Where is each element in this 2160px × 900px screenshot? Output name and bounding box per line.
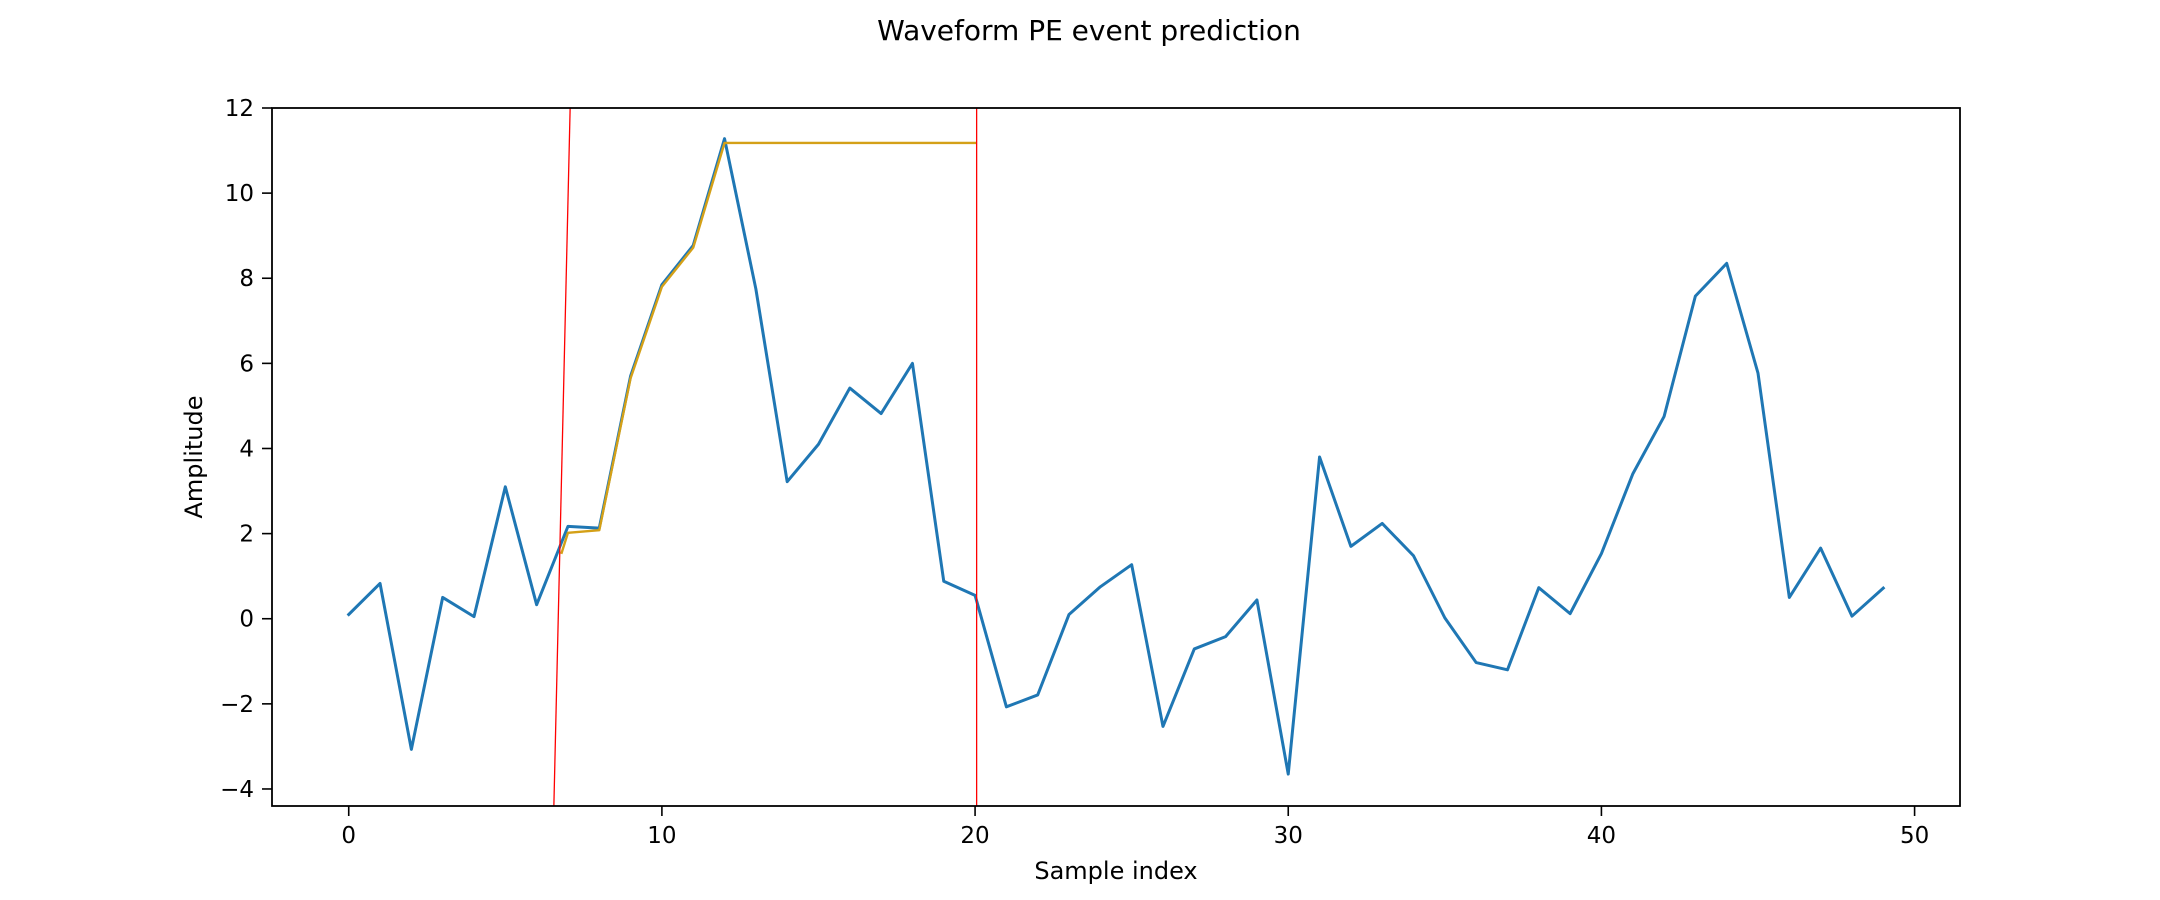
y-tick-label: 4 <box>239 436 254 462</box>
x-tick-label: 30 <box>1274 823 1303 849</box>
x-tick-label: 40 <box>1587 823 1616 849</box>
y-tick-label: 2 <box>239 522 254 548</box>
x-tick-label: 20 <box>960 823 989 849</box>
y-tick-label: −2 <box>220 692 254 718</box>
plot-marks <box>346 107 1886 807</box>
plot-area-frame <box>271 107 1961 807</box>
y-tick-label: 12 <box>225 96 254 122</box>
x-tick-label: 0 <box>341 823 356 849</box>
x-axis: 0 10 20 30 40 50 <box>341 806 1929 849</box>
chart-title: Waveform PE event prediction <box>877 14 1301 47</box>
y-tick-label: 6 <box>239 351 254 377</box>
y-tick-label: 10 <box>225 181 254 207</box>
series-line-0 <box>346 137 1886 776</box>
x-axis-label: Sample index <box>1034 857 1197 885</box>
vertical-marker-line-0 <box>553 107 571 807</box>
y-tick-label: 8 <box>239 266 254 292</box>
y-axis: −4 −2 0 2 4 6 8 10 12 <box>220 96 272 803</box>
y-tick-label: −4 <box>220 777 254 803</box>
x-tick-label: 10 <box>647 823 676 849</box>
series-line-1 <box>560 141 977 555</box>
x-tick-label: 50 <box>1900 823 1929 849</box>
y-tick-label: 0 <box>239 607 254 633</box>
y-axis-label: Amplitude <box>180 396 208 519</box>
